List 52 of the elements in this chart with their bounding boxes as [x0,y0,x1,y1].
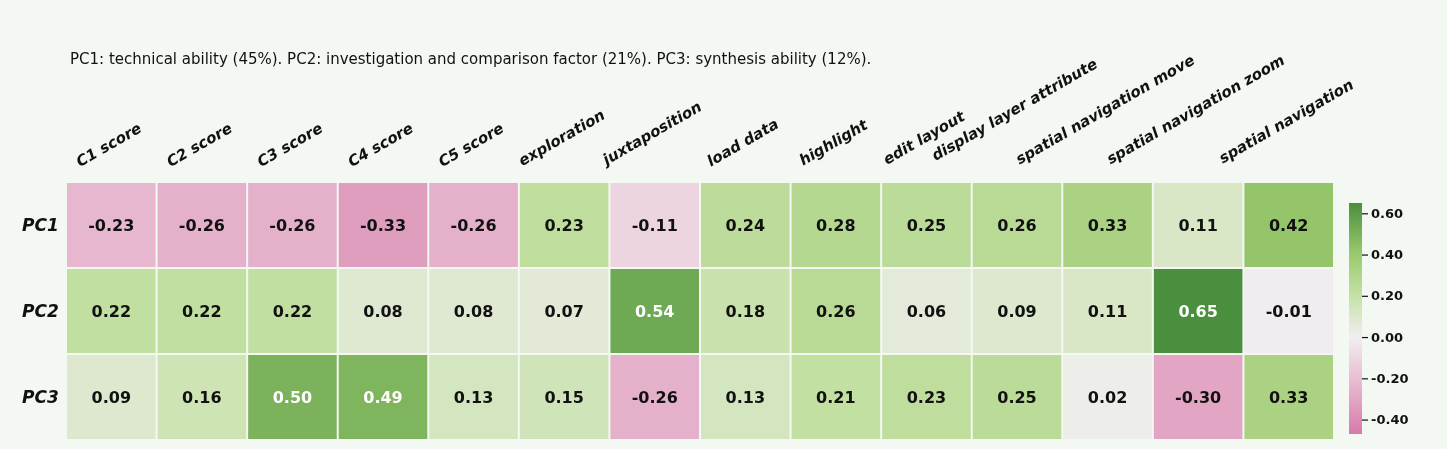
data-label: 0.18 [725,301,766,321]
data-label: 0.54 [634,301,675,321]
data-label: 0.07 [544,301,584,321]
data-label: -0.23 [88,215,135,235]
chart-title: PC1: technical ability (45%). PC2: investigation and comparison factor (21%). PC3: synthesis ability (12%). [70,50,872,68]
data-label: 0.23 [906,387,947,407]
color-bar-label: 0.00 [1371,329,1404,345]
data-label: 0.21 [816,387,856,407]
data-label: -0.01 [1265,301,1312,321]
data-label: 0.13 [725,387,766,407]
data-label: 0.22 [272,301,313,321]
color-bar-label: 0.40 [1371,247,1404,263]
y-tick-label: PC1 [22,214,59,235]
data-label: 0.16 [182,387,222,407]
data-label: 0.50 [272,387,313,407]
data-label: 0.13 [453,387,494,407]
data-label: 0.11 [1087,301,1128,321]
data-label: 0.22 [91,301,132,321]
color-bar-label: -0.20 [1371,370,1409,386]
data-label: 0.26 [997,215,1037,235]
data-label: 0.06 [906,301,947,321]
data-label: 0.11 [1178,215,1218,235]
data-label: 0.25 [906,215,947,235]
data-label: 0.42 [1268,215,1309,235]
data-label: -0.26 [269,215,316,235]
data-label: 0.08 [363,301,403,321]
y-tick-label: PC2 [22,300,59,321]
color-bar-label: 0.20 [1371,288,1404,304]
data-label: 0.08 [453,301,494,321]
y-tick-label: PC3 [22,386,59,407]
data-label: 0.09 [91,387,132,407]
data-label: 0.09 [997,301,1037,321]
data-label: -0.26 [178,215,225,235]
data-label: 0.26 [816,301,856,321]
data-label: 0.02 [1087,387,1128,407]
color-bar-label: 0.60 [1371,205,1404,221]
data-label: -0.30 [1175,387,1222,407]
data-label: 0.65 [1178,301,1218,321]
data-label: 0.23 [544,215,584,235]
data-label: 0.15 [544,387,584,407]
data-label: 0.28 [816,215,856,235]
data-label: 0.24 [725,215,766,235]
data-label: 0.33 [1268,387,1309,407]
data-label: 0.25 [997,387,1037,407]
data-label: -0.11 [631,215,678,235]
data-label: -0.26 [631,387,678,407]
data-label: 0.33 [1087,215,1128,235]
data-label: -0.26 [450,215,497,235]
data-label: 0.49 [363,387,403,407]
data-label: -0.33 [359,215,407,235]
data-label: 0.22 [182,301,222,321]
color-bar-label: -0.40 [1371,412,1409,428]
